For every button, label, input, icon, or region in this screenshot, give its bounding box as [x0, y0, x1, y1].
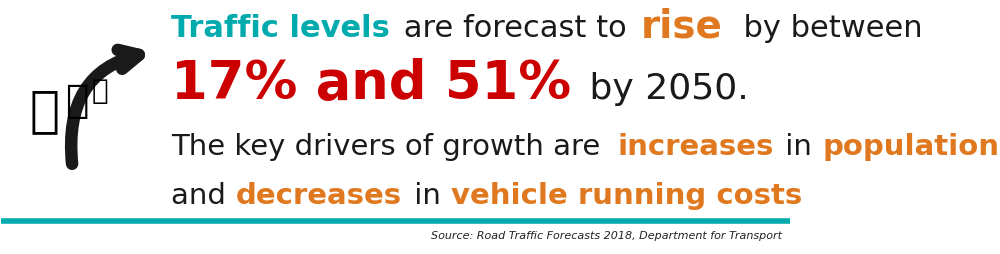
Text: 🚗: 🚗 — [30, 87, 60, 135]
Text: in: in — [776, 133, 821, 161]
Text: in: in — [405, 182, 450, 210]
Text: The key drivers of growth are: The key drivers of growth are — [171, 133, 609, 161]
Text: by 2050.: by 2050. — [578, 71, 749, 105]
Text: 🚗: 🚗 — [65, 82, 88, 120]
Text: decreases: decreases — [236, 182, 402, 210]
Text: increases: increases — [617, 133, 774, 161]
Text: Traffic levels: Traffic levels — [171, 14, 390, 43]
Text: by between: by between — [724, 14, 922, 43]
Text: and: and — [171, 182, 235, 210]
Text: 17% and 51%: 17% and 51% — [171, 58, 571, 109]
Text: rise: rise — [640, 7, 722, 45]
Text: Source: Road Traffic Forecasts 2018, Department for Transport: Source: Road Traffic Forecasts 2018, Dep… — [431, 230, 782, 240]
Text: are forecast to: are forecast to — [394, 14, 636, 43]
Text: population: population — [822, 133, 999, 161]
Text: 🚗: 🚗 — [92, 77, 108, 105]
Text: vehicle running costs: vehicle running costs — [451, 182, 802, 210]
